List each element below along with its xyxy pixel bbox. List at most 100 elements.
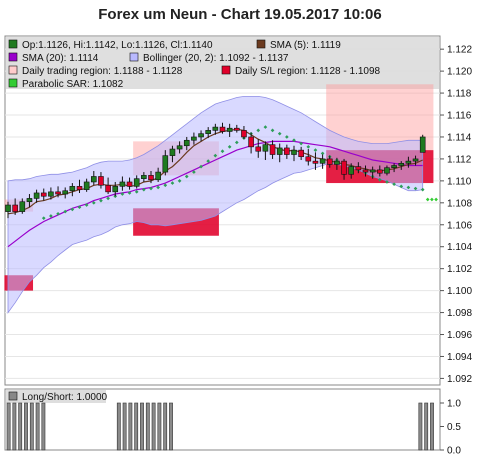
y-tick-label: 1.096 xyxy=(447,330,472,341)
sar-dot xyxy=(263,125,268,129)
sar-dot xyxy=(63,209,68,214)
candle-body xyxy=(355,166,362,171)
legend-box xyxy=(6,37,439,89)
sar-dot xyxy=(377,177,382,182)
sar-dot xyxy=(413,186,418,191)
sar-dot xyxy=(99,198,103,203)
sar-dot xyxy=(285,135,289,139)
candle-body xyxy=(191,136,197,141)
candle-body xyxy=(376,169,383,174)
candle-body xyxy=(183,139,190,147)
price-axis: 1.122 1.120 1.118 1.116 1.114 1.112 1.110 1.108… xyxy=(440,45,472,385)
candle-body xyxy=(119,181,126,187)
signal-bar xyxy=(169,402,173,451)
y-tick-label: 1.108 xyxy=(447,198,472,209)
candle-body xyxy=(12,204,18,212)
candle-body xyxy=(76,186,83,190)
y-tick-label: 1.114 xyxy=(447,132,472,143)
y-tick-label: 0.5 xyxy=(447,422,461,433)
signal-bar xyxy=(424,402,429,451)
y-tick-label: 1.094 xyxy=(447,352,472,363)
sar-dot xyxy=(220,149,225,154)
signal-bar xyxy=(41,402,46,451)
svg-text:Daily S/L region: 1.1128 - 1.1: Daily S/L region: 1.1128 - 1.1098 xyxy=(235,66,381,77)
legend-item-sma20: SMA (20): 1.1114 xyxy=(8,52,99,64)
region-swatch-icon xyxy=(8,65,18,75)
svg-text:Daily trading region: 1.1188 -: Daily trading region: 1.1188 - 1.1128 xyxy=(22,66,183,77)
signal-bar xyxy=(145,402,150,451)
candle-body xyxy=(384,167,390,174)
sar-dot xyxy=(299,141,303,146)
candle-body xyxy=(398,163,405,166)
signal-bar xyxy=(12,402,17,451)
signal-bar xyxy=(418,402,423,451)
legend-item-trading-region: Daily trading region: 1.1188 - 1.1128 xyxy=(8,65,183,77)
candle-body xyxy=(126,181,133,187)
y-tick-label: 1.0 xyxy=(447,399,461,410)
candle-body xyxy=(319,158,326,164)
svg-text:SMA (20): 1.1114: SMA (20): 1.1114 xyxy=(22,53,99,64)
svg-text:Parabolic SAR: 1.1082: Parabolic SAR: 1.1082 xyxy=(22,79,124,90)
sar-dot xyxy=(306,145,311,149)
candle-body xyxy=(269,144,276,155)
candle-body xyxy=(248,136,254,148)
legend-item-sar: Parabolic SAR: 1.1082 xyxy=(8,78,124,90)
chart-title: Forex um Neun - Chart 19.05.2017 10:06 xyxy=(98,6,381,23)
dot-swatch-icon xyxy=(8,78,18,88)
candle-body xyxy=(112,186,119,193)
candle-body xyxy=(362,169,369,173)
y-tick-label: 1.112 xyxy=(447,154,472,165)
sar-dot xyxy=(313,148,318,152)
sub-legend-box xyxy=(6,390,106,403)
candle-body xyxy=(412,158,419,162)
candle-body xyxy=(5,204,11,212)
sar-dot xyxy=(156,185,160,190)
signal-bar xyxy=(6,402,11,451)
sar-dot xyxy=(170,181,175,185)
sar-dot xyxy=(70,207,75,212)
candle-body xyxy=(291,149,297,155)
signal-bar xyxy=(134,402,139,451)
candle-body xyxy=(83,181,90,190)
svg-text:Op:1.1126, Hi:1.1142, Lo:1.112: Op:1.1126, Hi:1.1142, Lo:1.1126, Cl:1.11… xyxy=(22,40,213,51)
y-tick-label: 1.104 xyxy=(447,242,472,253)
y-tick-label: 1.106 xyxy=(447,220,472,231)
sar-dot xyxy=(277,131,282,136)
sar-dot xyxy=(256,128,261,133)
y-tick-label: 1.110 xyxy=(447,176,472,187)
signal-bar xyxy=(35,402,40,451)
signal-bar xyxy=(430,402,434,451)
sar-dot xyxy=(270,128,275,133)
sar-dot xyxy=(385,180,389,184)
long-short-bars xyxy=(6,402,434,451)
legend-item-sl-region: Daily S/L region: 1.1128 - 1.1098 xyxy=(221,65,381,77)
legend-item-bollinger: Bollinger (20, 2): 1.1092 - 1.1137 xyxy=(129,52,289,64)
candle-body xyxy=(341,160,347,175)
sar-dot xyxy=(206,159,211,163)
sar-dot xyxy=(213,153,218,158)
sar-dot xyxy=(430,197,434,202)
sar-dot xyxy=(234,140,239,145)
sma20-line xyxy=(7,140,423,248)
sar-dot xyxy=(292,138,296,143)
sar-dot xyxy=(142,187,146,192)
sar-dot xyxy=(425,197,430,202)
candle-body xyxy=(40,192,47,197)
candle-body xyxy=(369,169,376,173)
candle-body xyxy=(405,160,412,164)
legend-item-ohlc: Op:1.1126, Hi:1.1142, Lo:1.1126, Cl:1.11… xyxy=(8,39,213,51)
sar-dot xyxy=(192,170,196,174)
candle-body xyxy=(298,149,304,158)
candle-body xyxy=(198,133,204,138)
legend-item-long-short: Long/Short: 1.0000 xyxy=(8,391,108,403)
signal-bar xyxy=(29,402,34,451)
sar-dot xyxy=(184,174,189,179)
candle-body xyxy=(33,192,40,199)
sar-dot xyxy=(320,151,325,156)
y-tick-label: 1.102 xyxy=(447,264,472,275)
signal-bar xyxy=(128,402,133,451)
candle-body xyxy=(205,130,211,134)
candle-body xyxy=(305,156,312,162)
y-tick-label: 1.092 xyxy=(447,374,472,385)
y-tick-label: 1.118 xyxy=(447,89,472,100)
